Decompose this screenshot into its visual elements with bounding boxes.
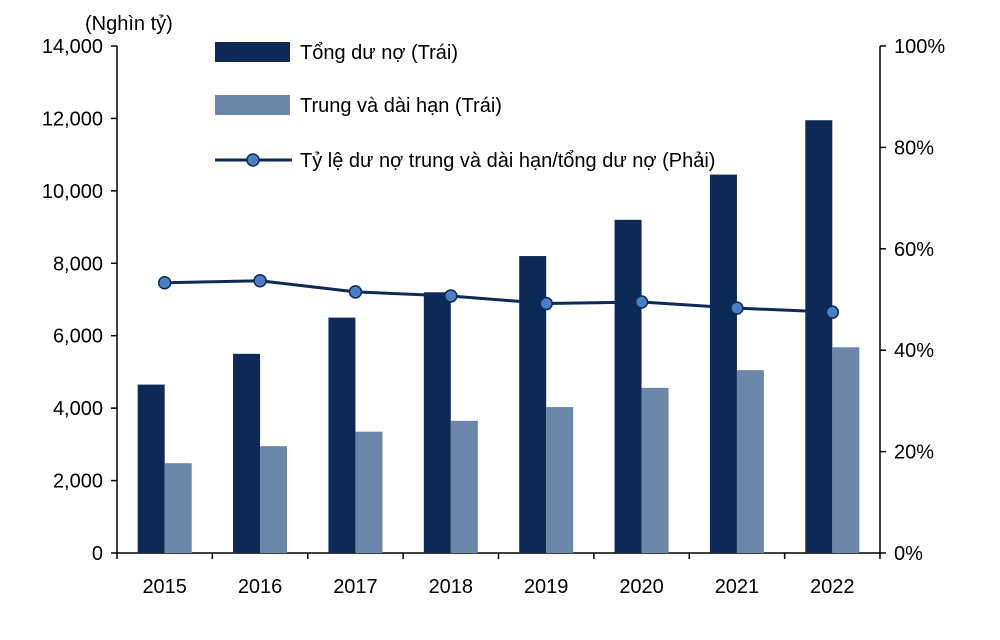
right-tick-label: 80%	[894, 137, 934, 159]
x-tick-label: 2021	[715, 576, 760, 598]
bar-medium-long-2019	[546, 407, 574, 553]
bar-total-2018	[423, 292, 451, 553]
left-tick-label: 14,000	[42, 36, 103, 58]
left-tick-label: 10,000	[42, 181, 103, 203]
right-tick-label: 40%	[894, 340, 934, 362]
x-tick-label: 2020	[619, 576, 664, 598]
x-tick-label: 2016	[238, 576, 283, 598]
x-tick-label: 2015	[142, 576, 187, 598]
bar-total-2017	[328, 317, 356, 553]
bar-total-2015	[137, 384, 165, 553]
ratio-point-2022	[825, 305, 840, 319]
ratio-point-2021	[730, 301, 744, 315]
bar-total-2016	[233, 353, 261, 553]
left-axis-unit-label: (Nghìn tỷ)	[85, 13, 173, 35]
ratio-point-2017	[348, 285, 363, 299]
ratio-point-2018	[444, 289, 458, 303]
bar-total-2022	[805, 120, 833, 553]
bar-total-2020	[614, 219, 642, 554]
x-tick-label: 2018	[429, 576, 474, 598]
legend-marker-ratio	[246, 153, 260, 167]
legend: Tổng dư nợ (Trái) Trung và dài hạn (Trái…	[215, 42, 715, 172]
x-tick-label: 2017	[333, 576, 378, 598]
left-tick-label: 12,000	[42, 108, 103, 130]
legend-label-total: Tổng dư nợ (Trái)	[300, 42, 458, 64]
bar-medium-long-2020	[641, 387, 669, 553]
bar-medium-long-2021	[736, 370, 764, 553]
right-tick-label: 0%	[894, 543, 923, 565]
bar-total-2021	[709, 174, 737, 553]
left-tick-label: 2,000	[53, 471, 103, 493]
legend-label-medium-long: Trung và dài hạn (Trái)	[300, 95, 502, 117]
legend-swatch-total	[215, 42, 290, 62]
left-tick-label: 8,000	[53, 253, 103, 275]
left-tick-label: 0	[92, 543, 103, 565]
bar-medium-long-2017	[355, 431, 383, 553]
ratio-point-2015	[157, 276, 172, 290]
bar-medium-long-2016	[260, 446, 288, 553]
ratio-line	[164, 279, 833, 314]
bar-medium-long-2015	[164, 463, 192, 553]
ratio-point-2019	[539, 296, 553, 311]
legend-swatch-medium-long	[215, 95, 290, 115]
legend-label-ratio: Tỷ lệ dư nợ trung và dài hạn/tổng dư nợ …	[300, 150, 715, 172]
bar-medium-long-2022	[832, 347, 860, 553]
ratio-point-2016	[253, 273, 267, 288]
plot-area: 0 2,000 4,000 6,000 8,000 10,000 12,000 14,000 0…	[42, 36, 946, 598]
x-tick-label: 2022	[810, 576, 855, 598]
right-tick-label: 60%	[894, 239, 934, 261]
left-tick-label: 4,000	[53, 398, 103, 420]
right-tick-label: 20%	[894, 442, 934, 464]
ratio-point-2020	[634, 295, 649, 309]
left-tick-label: 6,000	[53, 326, 103, 348]
x-tick-label: 2019	[524, 576, 569, 598]
right-tick-label: 100%	[894, 36, 945, 58]
bar-medium-long-2018	[450, 420, 478, 553]
